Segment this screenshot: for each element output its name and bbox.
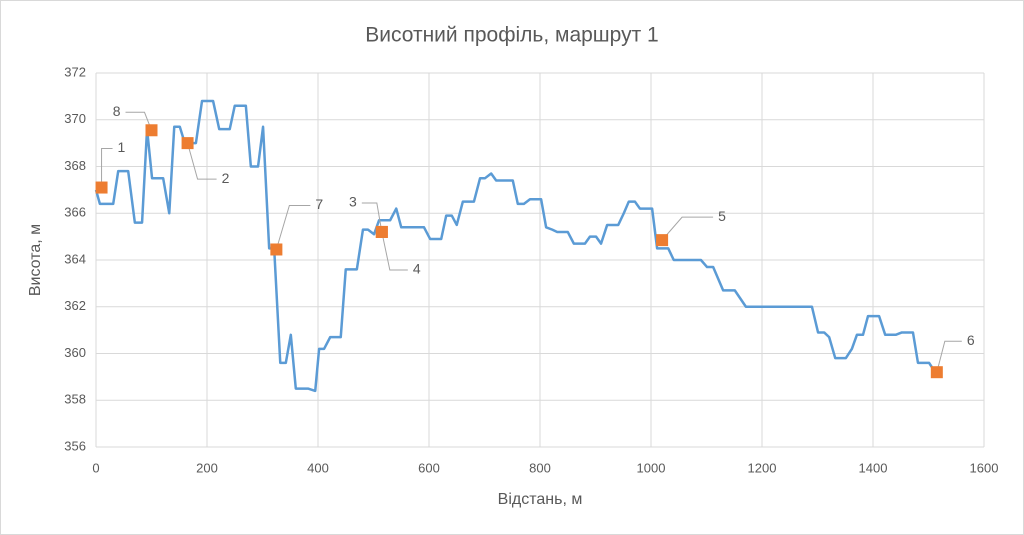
y-tick-label: 370 xyxy=(64,111,86,126)
label-leader xyxy=(101,148,113,188)
x-axis-title: Відстань, м xyxy=(498,491,583,508)
point-label: 5 xyxy=(718,208,726,224)
y-tick-label: 358 xyxy=(64,392,86,407)
label-leader xyxy=(361,202,383,233)
marker xyxy=(145,124,158,137)
point-label: 2 xyxy=(222,170,230,186)
x-tick-label: 1400 xyxy=(859,460,888,475)
y-tick-label: 360 xyxy=(64,345,86,360)
x-tick-label: 600 xyxy=(418,460,440,475)
y-tick-label: 366 xyxy=(64,205,86,220)
x-tick-label: 1200 xyxy=(748,460,777,475)
x-tick-label: 0 xyxy=(92,460,99,475)
y-tick-label: 362 xyxy=(64,298,86,313)
label-leader xyxy=(661,216,714,241)
x-tick-label: 1600 xyxy=(970,460,999,475)
x-tick-label: 800 xyxy=(529,460,551,475)
marker xyxy=(181,137,194,150)
marker xyxy=(270,243,283,256)
x-tick-label: 400 xyxy=(307,460,329,475)
point-label: 7 xyxy=(315,196,323,212)
point-label: 1 xyxy=(118,139,126,155)
x-tick-label: 200 xyxy=(196,460,218,475)
label-leader xyxy=(275,204,311,250)
y-axis-title: Висота, м xyxy=(27,224,44,296)
elevation-line xyxy=(94,99,937,393)
y-tick-label: 372 xyxy=(64,64,86,79)
chart-title: Висотний профіль, маршрут 1 xyxy=(365,24,658,47)
marker xyxy=(375,225,388,238)
y-tick-label: 368 xyxy=(64,158,86,173)
point-label: 6 xyxy=(967,332,975,348)
marker xyxy=(656,234,669,247)
marker xyxy=(95,181,108,194)
point-label: 3 xyxy=(349,194,357,210)
marker xyxy=(930,366,943,379)
label-leader xyxy=(381,231,408,271)
y-tick-label: 364 xyxy=(64,251,86,266)
point-label: 8 xyxy=(113,103,121,119)
label-leader xyxy=(936,340,962,373)
y-tick-label: 356 xyxy=(64,438,86,453)
x-tick-label: 1000 xyxy=(637,460,666,475)
point-label: 4 xyxy=(413,261,421,277)
label-leader xyxy=(187,142,217,180)
